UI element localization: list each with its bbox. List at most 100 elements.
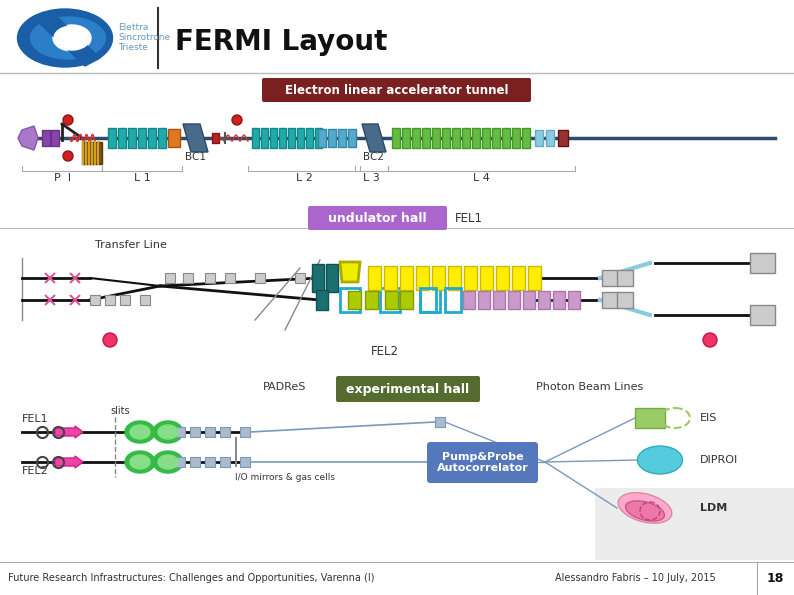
Bar (220, 457, 230, 467)
Bar (496, 266, 509, 290)
Text: L 4: L 4 (473, 173, 490, 183)
Polygon shape (362, 124, 386, 152)
Bar (318, 129, 326, 147)
Bar (568, 291, 580, 309)
Bar (205, 273, 215, 283)
Bar (602, 270, 618, 286)
Bar (312, 264, 324, 292)
Bar (750, 305, 775, 325)
Bar (452, 128, 460, 148)
Text: Future Research Infrastructures: Challenges and Opportunities, Varenna (I): Future Research Infrastructures: Challen… (8, 573, 375, 583)
Bar (435, 417, 445, 427)
Bar (463, 291, 475, 309)
Bar (252, 128, 259, 148)
Bar (435, 457, 445, 467)
Text: BC1: BC1 (184, 152, 206, 162)
Circle shape (63, 151, 73, 161)
Bar (316, 290, 328, 310)
Bar (508, 291, 520, 309)
Bar (602, 292, 618, 308)
Bar (750, 253, 775, 273)
Polygon shape (183, 124, 208, 152)
Ellipse shape (153, 421, 183, 443)
Ellipse shape (130, 455, 150, 469)
Bar (617, 270, 633, 286)
Bar (365, 291, 378, 309)
Bar (553, 291, 565, 309)
Text: Transfer Line: Transfer Line (95, 240, 167, 250)
Bar (512, 266, 525, 290)
Text: experimental hall: experimental hall (346, 383, 469, 396)
Ellipse shape (638, 446, 683, 474)
Bar (205, 427, 215, 437)
Bar (138, 128, 146, 148)
Text: FEL2: FEL2 (371, 345, 399, 358)
Bar (472, 128, 480, 148)
Ellipse shape (626, 501, 665, 521)
Text: Trieste: Trieste (118, 43, 148, 52)
Bar (175, 457, 185, 467)
Circle shape (232, 115, 242, 125)
Text: PADReS: PADReS (264, 382, 306, 392)
Text: BC2: BC2 (364, 152, 384, 162)
Text: slits: slits (110, 406, 129, 416)
Bar (315, 128, 322, 148)
Bar (422, 128, 430, 148)
Bar (385, 291, 398, 309)
Bar (205, 457, 215, 467)
Text: I/O mirrors & gas cells: I/O mirrors & gas cells (235, 473, 335, 482)
Text: P  I: P I (53, 173, 71, 183)
Text: L 2: L 2 (295, 173, 312, 183)
Text: undulator hall: undulator hall (328, 211, 427, 224)
Bar (328, 129, 336, 147)
Bar (220, 427, 230, 437)
Text: FERMI Layout: FERMI Layout (175, 28, 387, 56)
Bar (348, 129, 356, 147)
Ellipse shape (158, 425, 178, 439)
Bar (402, 128, 410, 148)
Bar (225, 273, 235, 283)
Bar (306, 128, 313, 148)
FancyBboxPatch shape (308, 206, 447, 230)
Bar (432, 266, 445, 290)
Bar (175, 427, 185, 437)
FancyArrow shape (55, 426, 83, 438)
Bar (158, 128, 166, 148)
Circle shape (703, 333, 717, 347)
Bar (392, 128, 400, 148)
Ellipse shape (54, 26, 90, 50)
Bar (400, 291, 413, 309)
Bar (190, 457, 200, 467)
Polygon shape (18, 126, 38, 150)
Bar (348, 291, 361, 309)
Bar (51, 130, 59, 146)
FancyBboxPatch shape (336, 376, 480, 402)
Bar (108, 128, 116, 148)
Polygon shape (340, 262, 360, 282)
Text: FEL1: FEL1 (455, 211, 483, 224)
Bar (212, 133, 219, 143)
Bar (462, 128, 470, 148)
Bar (235, 437, 237, 467)
Bar (118, 128, 126, 148)
Bar (492, 128, 500, 148)
Bar (326, 264, 338, 292)
Text: Elettra: Elettra (118, 23, 148, 33)
Bar (165, 273, 175, 283)
Bar (420, 288, 436, 312)
Text: 18: 18 (766, 572, 784, 584)
Bar (105, 295, 115, 305)
Ellipse shape (619, 493, 672, 523)
Bar (416, 266, 429, 290)
Bar (120, 295, 130, 305)
Ellipse shape (53, 25, 91, 51)
Text: L 1: L 1 (133, 173, 150, 183)
Bar (42, 130, 50, 146)
FancyArrow shape (55, 456, 83, 468)
Bar (617, 292, 633, 308)
Text: LDM: LDM (700, 503, 727, 513)
Ellipse shape (158, 455, 178, 469)
Ellipse shape (153, 451, 183, 473)
Polygon shape (595, 488, 794, 560)
Bar (90, 295, 100, 305)
